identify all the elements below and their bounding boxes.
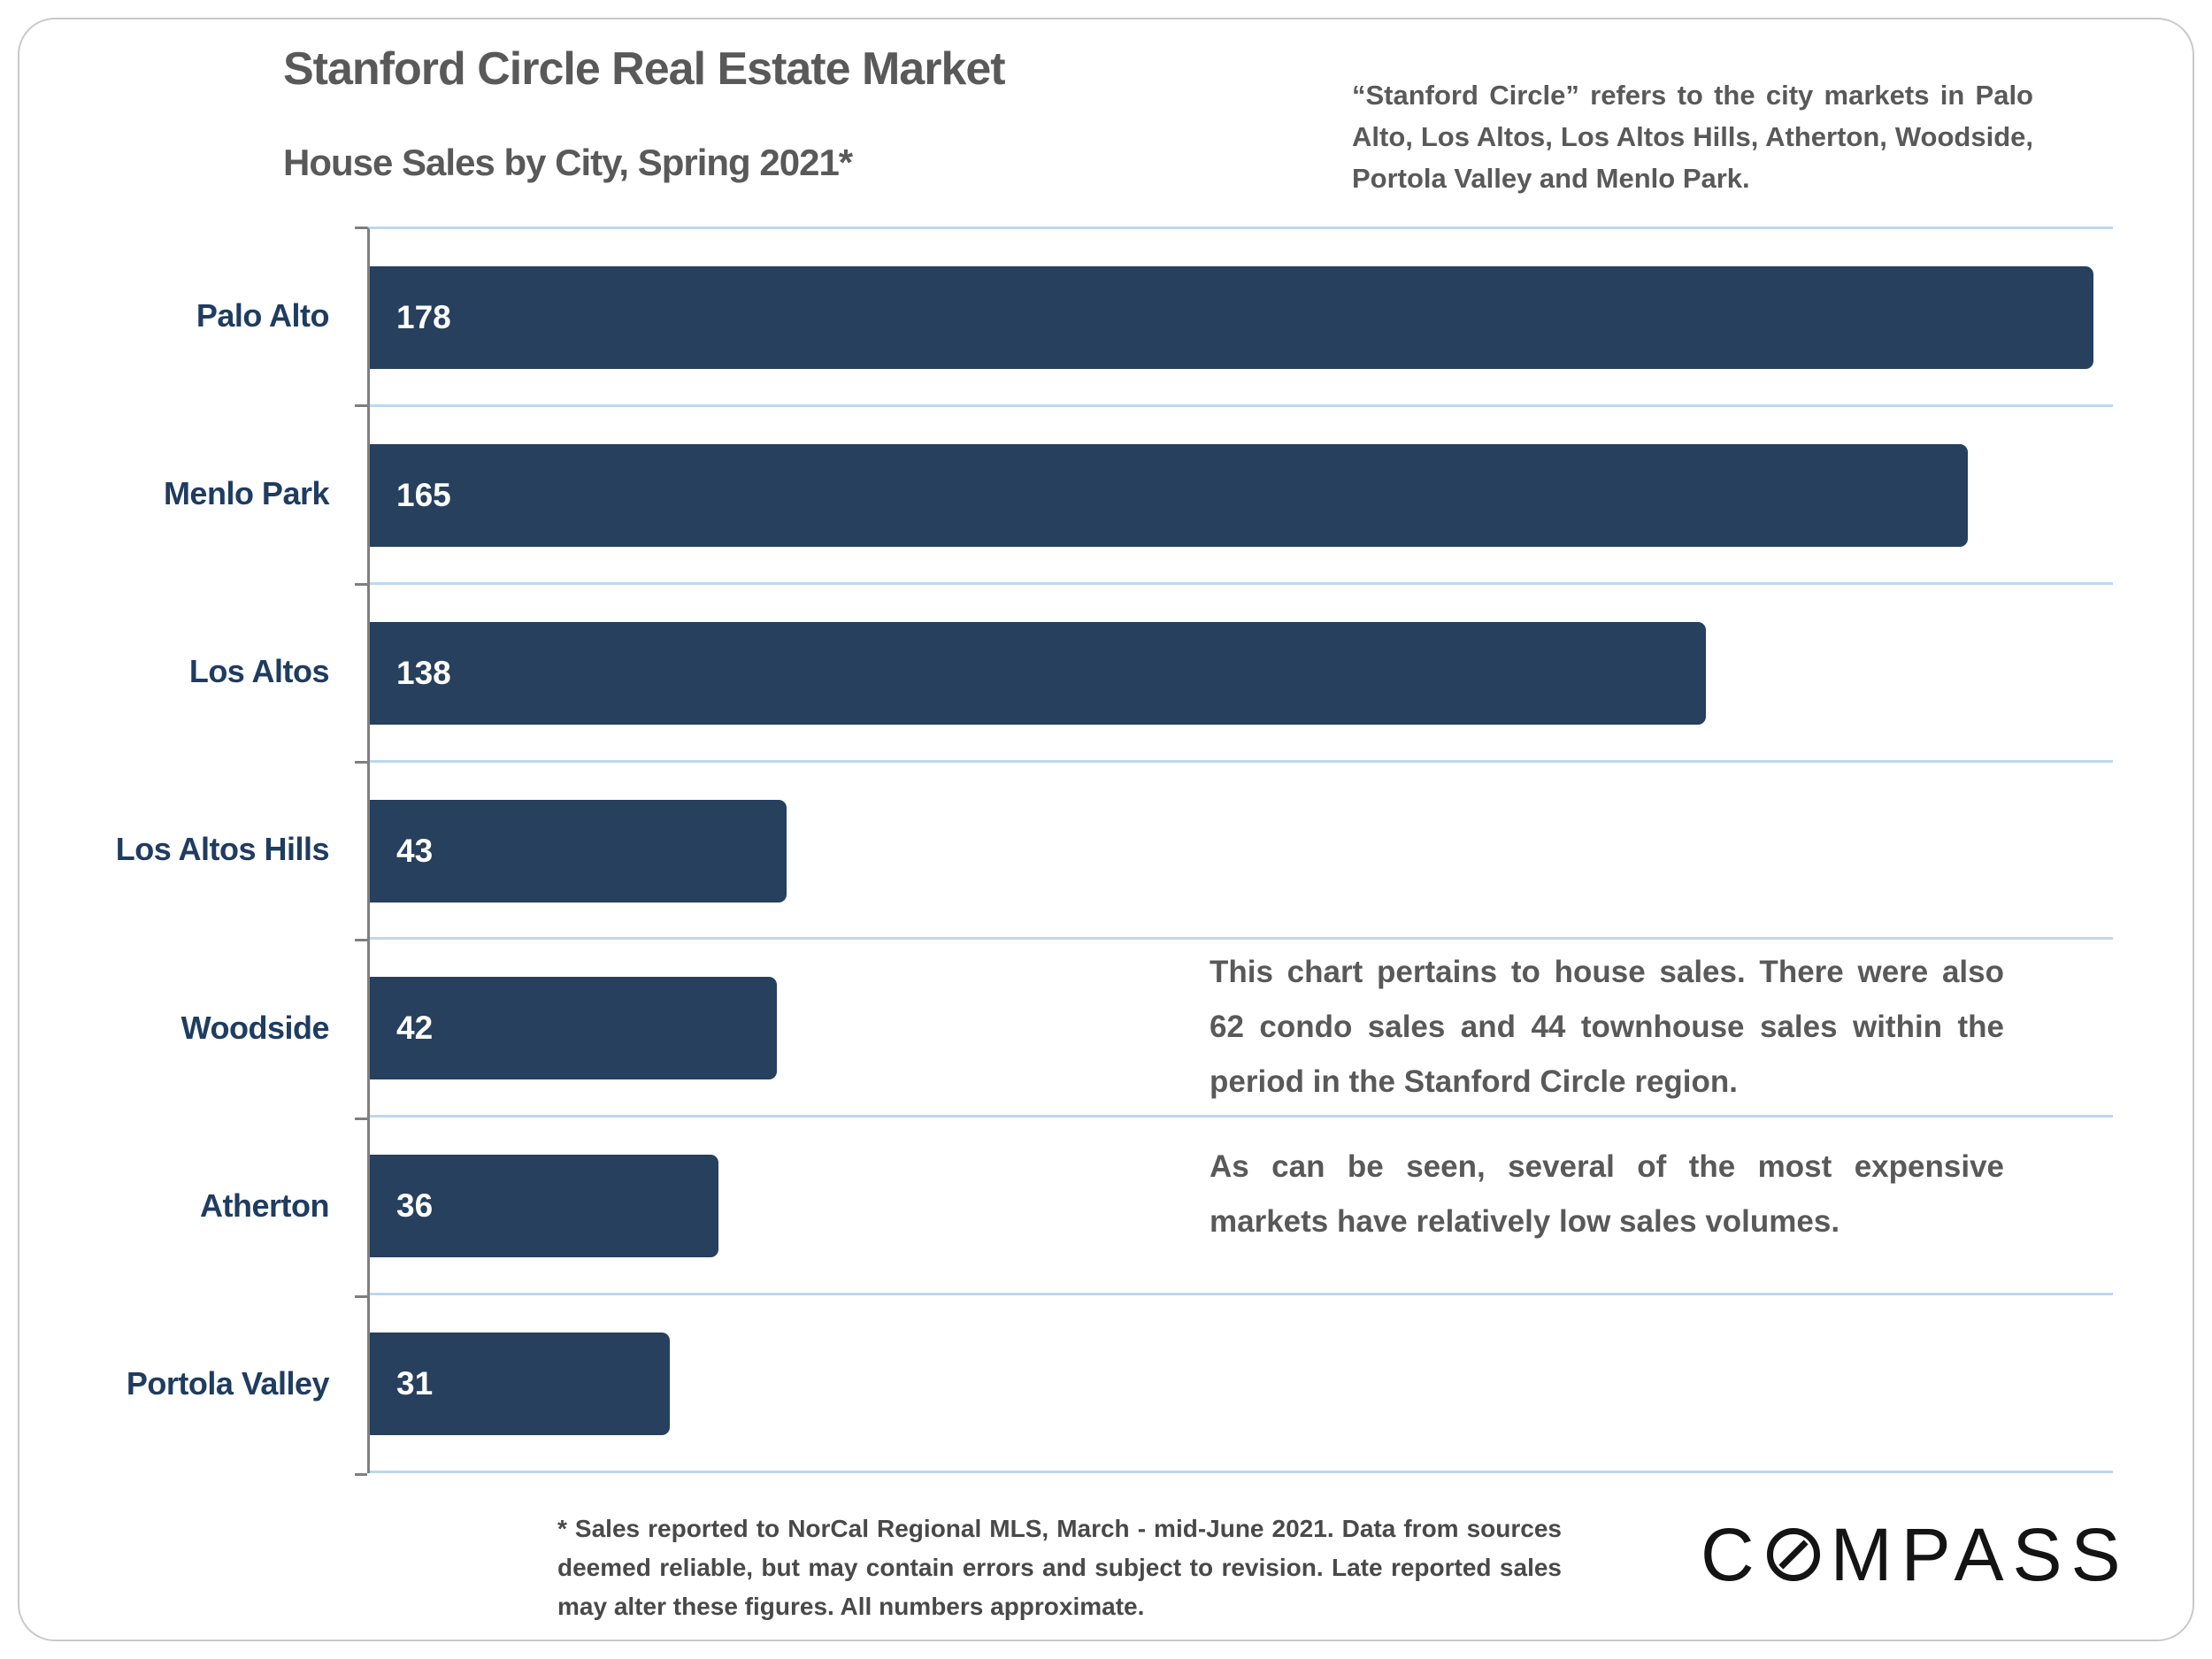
chart-row: 36 (370, 1118, 2113, 1296)
compass-logo: C MPASS (1701, 1513, 2130, 1596)
bar-woodside: 42 (370, 977, 777, 1080)
category-label-atherton: Atherton (200, 1187, 329, 1225)
axis-tick (355, 1295, 367, 1298)
category-label-palo-alto: Palo Alto (196, 296, 330, 334)
bar-value-label: 36 (396, 1187, 434, 1225)
compass-o-icon (1766, 1528, 1820, 1581)
axis-tick (355, 404, 367, 407)
bar-value-label: 178 (396, 299, 451, 335)
axis-tick (355, 583, 367, 586)
logo-letter-c: C (1701, 1512, 1763, 1596)
bar-los-altos: 138 (370, 621, 1707, 725)
category-label-portola-valley: Portola Valley (126, 1365, 330, 1402)
bar-los-altos-hills: 43 (370, 799, 787, 902)
axis-tick (355, 761, 367, 764)
category-label-woodside: Woodside (180, 1009, 330, 1046)
footnote: * Sales reported to NorCal Regional MLS,… (557, 1515, 1562, 1620)
chart-row: 138 (370, 585, 2113, 763)
compass-needle-icon (1778, 1540, 1809, 1570)
bar-value-label: 42 (396, 1010, 434, 1047)
bar-menlo-park: 165 (370, 443, 1968, 547)
intro-note: “Stanford Circle” refers to the city mar… (1352, 80, 2033, 194)
chart-row: 43 (370, 763, 2113, 941)
annotation-paragraph-1: This chart pertains to house sales. Ther… (1210, 955, 2004, 1099)
category-label-los-altos: Los Altos (188, 653, 330, 690)
chart-title: Stanford Circle Real Estate Market (283, 43, 1006, 95)
chart-row: 178 (370, 229, 2113, 407)
bar-palo-alto: 178 (370, 266, 2094, 369)
category-label-los-altos-hills: Los Altos Hills (115, 831, 330, 868)
chart-subtitle: House Sales by City, Spring 2021* (283, 142, 853, 183)
annotation-paragraph-2: As can be seen, several of the most expe… (1210, 1149, 2004, 1239)
bar-portola-valley: 31 (370, 1333, 671, 1436)
axis-tick (355, 1118, 367, 1120)
plot-area: 178 165 138 43 42 36 31 (355, 227, 2113, 1476)
annotation-block: This chart pertains to house sales. Ther… (1210, 945, 2004, 1249)
category-axis-labels: Palo Alto Menlo Park Los Altos Los Altos… (35, 227, 330, 1473)
chart-row: 42 (370, 940, 2113, 1118)
axis-tick (355, 1473, 367, 1476)
logo-letters-mpass: MPASS (1830, 1512, 2130, 1596)
chart-row: 165 (370, 407, 2113, 585)
chart-row: 31 (370, 1295, 2113, 1474)
axis-tick (355, 939, 367, 941)
category-label-menlo-park: Menlo Park (163, 474, 330, 511)
bar-value-label: 165 (396, 476, 451, 513)
bar-atherton: 36 (370, 1155, 718, 1258)
bar-value-label: 138 (396, 654, 451, 691)
bar-value-label: 43 (396, 832, 434, 869)
axis-tick (355, 227, 367, 229)
bar-value-label: 31 (396, 1365, 434, 1402)
